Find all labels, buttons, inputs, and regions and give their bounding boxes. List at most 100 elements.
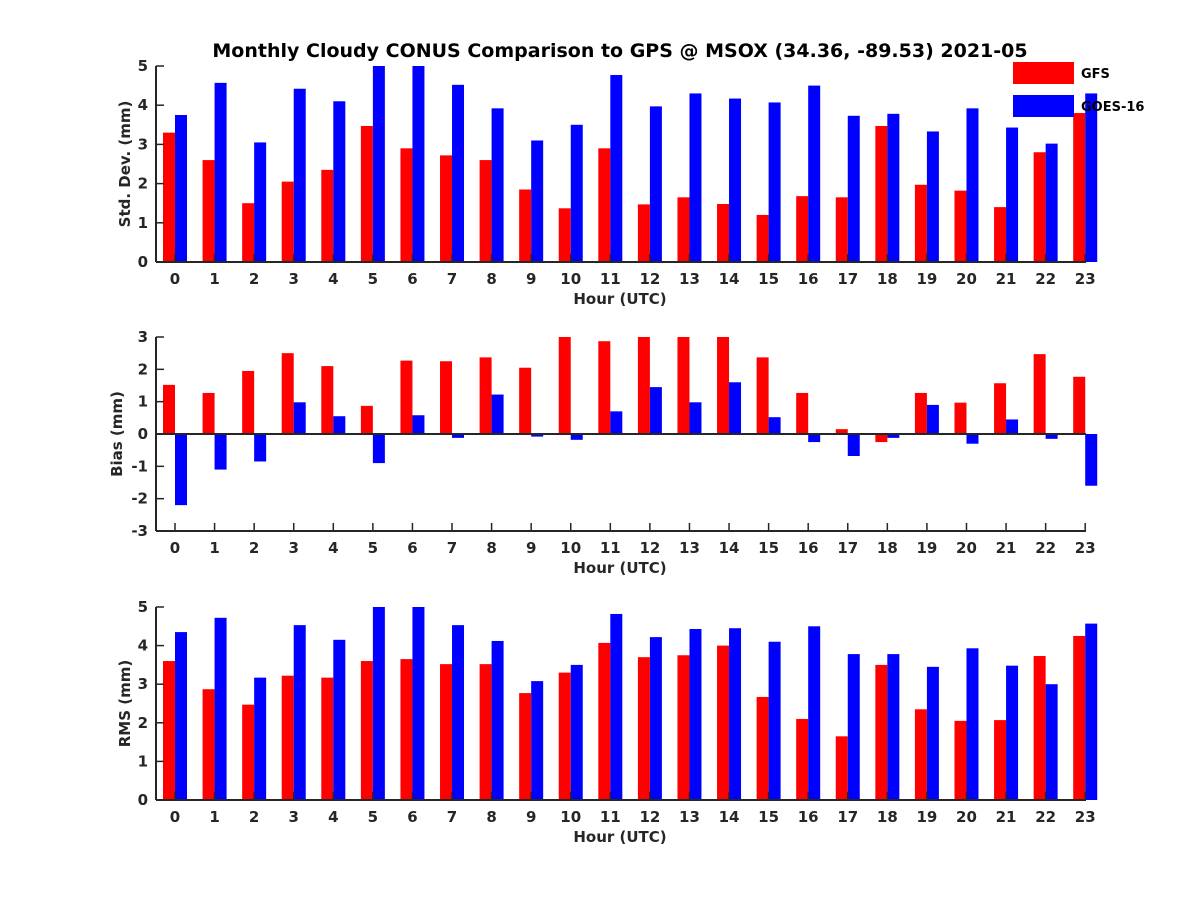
xtick-label-bias-10: 10 <box>560 539 581 557</box>
xtick-label-bias-14: 14 <box>719 539 740 557</box>
bar-std-gfs-16 <box>796 196 809 262</box>
ytick-label-rms-3: 3 <box>138 675 148 693</box>
xlabel-rms: Hour (UTC) <box>573 828 666 846</box>
bar-std-goes16-18 <box>887 113 900 262</box>
xtick-label-rms-10: 10 <box>560 808 581 826</box>
bar-std-gfs-0 <box>163 132 175 262</box>
xtick-label-std-5: 5 <box>368 270 378 288</box>
bar-bias-gfs-3 <box>281 353 294 434</box>
bar-rms-goes16-13 <box>689 629 702 800</box>
bar-std-goes16-7 <box>452 84 465 262</box>
bar-bias-gfs-1 <box>202 392 215 434</box>
xtick-label-rms-22: 22 <box>1035 808 1056 826</box>
xtick-label-rms-0: 0 <box>170 808 180 826</box>
xtick-label-rms-18: 18 <box>877 808 898 826</box>
bar-rms-goes16-9 <box>531 681 544 800</box>
bar-rms-gfs-4 <box>321 677 334 800</box>
xlabel-std: Hour (UTC) <box>573 290 666 308</box>
xtick-label-std-8: 8 <box>486 270 496 288</box>
bar-bias-goes16-15 <box>768 417 781 434</box>
ytick-label-std-5: 5 <box>138 57 148 75</box>
bar-std-goes16-14 <box>729 98 742 262</box>
xlabel-bias: Hour (UTC) <box>573 559 666 577</box>
bar-std-gfs-11 <box>598 148 611 262</box>
bar-rms-gfs-16 <box>796 718 809 800</box>
xtick-label-rms-13: 13 <box>679 808 700 826</box>
bar-rms-goes16-18 <box>887 654 900 800</box>
bar-rms-goes16-21 <box>1006 665 1019 800</box>
xtick-label-std-16: 16 <box>798 270 819 288</box>
bar-bias-goes16-3 <box>293 402 306 434</box>
xtick-label-std-23: 23 <box>1075 270 1096 288</box>
ytick-label-rms-2: 2 <box>138 714 148 732</box>
ytick-label-bias-3: 3 <box>138 328 148 346</box>
bar-std-goes16-3 <box>293 88 306 263</box>
xtick-label-rms-6: 6 <box>407 808 417 826</box>
bar-bias-goes16-20 <box>966 434 979 444</box>
bar-std-goes16-17 <box>847 115 860 262</box>
xtick-label-rms-21: 21 <box>996 808 1017 826</box>
xtick-label-std-14: 14 <box>719 270 740 288</box>
bar-bias-goes16-21 <box>1006 419 1019 434</box>
xtick-label-bias-15: 15 <box>758 539 779 557</box>
xtick-label-bias-19: 19 <box>916 539 937 557</box>
xtick-label-rms-5: 5 <box>368 808 378 826</box>
bar-rms-goes16-23 <box>1085 623 1098 800</box>
bar-rms-gfs-23 <box>1073 635 1086 800</box>
xtick-label-bias-3: 3 <box>289 539 299 557</box>
xtick-label-std-1: 1 <box>209 270 219 288</box>
xtick-label-rms-17: 17 <box>837 808 858 826</box>
bar-std-goes16-2 <box>254 142 267 262</box>
xtick-label-bias-20: 20 <box>956 539 977 557</box>
bar-bias-goes16-12 <box>649 387 662 434</box>
bar-std-goes16-22 <box>1045 143 1058 262</box>
bar-bias-goes16-9 <box>531 434 544 437</box>
bar-std-gfs-10 <box>558 208 571 262</box>
ytick-label-std-2: 2 <box>138 175 148 193</box>
bar-std-gfs-21 <box>994 207 1007 262</box>
bar-bias-goes16-10 <box>570 434 583 440</box>
bar-std-gfs-23 <box>1073 113 1086 262</box>
bar-std-gfs-14 <box>717 203 730 262</box>
xtick-label-std-13: 13 <box>679 270 700 288</box>
bar-rms-goes16-0 <box>175 632 187 800</box>
bar-bias-gfs-22 <box>1033 354 1046 434</box>
xtick-label-rms-14: 14 <box>719 808 740 826</box>
bar-std-gfs-2 <box>242 203 255 262</box>
bar-rms-gfs-0 <box>163 661 175 800</box>
bar-rms-goes16-10 <box>570 664 583 800</box>
bar-rms-gfs-17 <box>835 736 848 800</box>
xtick-label-rms-2: 2 <box>249 808 259 826</box>
xtick-label-std-20: 20 <box>956 270 977 288</box>
bar-rms-goes16-11 <box>610 613 623 800</box>
bar-bias-goes16-1 <box>214 434 227 470</box>
bar-bias-gfs-17 <box>835 429 848 434</box>
bar-rms-gfs-12 <box>637 657 650 800</box>
xtick-label-bias-18: 18 <box>877 539 898 557</box>
bar-rms-gfs-15 <box>756 696 769 800</box>
legend-label-goes16: GOES-16 <box>1081 100 1144 115</box>
ytick-label-bias-1: 1 <box>138 393 148 411</box>
bar-std-gfs-5 <box>360 125 373 262</box>
bar-rms-gfs-5 <box>360 661 373 800</box>
xtick-label-bias-16: 16 <box>798 539 819 557</box>
bar-std-gfs-22 <box>1033 152 1046 262</box>
bar-rms-goes16-15 <box>768 641 781 800</box>
bar-rms-gfs-1 <box>202 689 215 800</box>
xtick-label-bias-1: 1 <box>209 539 219 557</box>
bar-std-goes16-5 <box>372 66 385 262</box>
xtick-label-rms-23: 23 <box>1075 808 1096 826</box>
bar-std-goes16-8 <box>491 108 504 262</box>
xtick-label-rms-1: 1 <box>209 808 219 826</box>
bar-bias-gfs-18 <box>875 434 888 443</box>
bar-rms-goes16-12 <box>649 637 662 800</box>
bar-std-goes16-21 <box>1006 127 1019 262</box>
xtick-label-bias-11: 11 <box>600 539 621 557</box>
bar-bias-gfs-4 <box>321 366 334 434</box>
bar-std-goes16-6 <box>412 66 425 262</box>
bar-std-gfs-12 <box>637 204 650 262</box>
bar-std-gfs-19 <box>914 184 927 262</box>
ytick-label-bias--2: -2 <box>131 490 148 508</box>
bar-rms-gfs-22 <box>1033 656 1046 800</box>
